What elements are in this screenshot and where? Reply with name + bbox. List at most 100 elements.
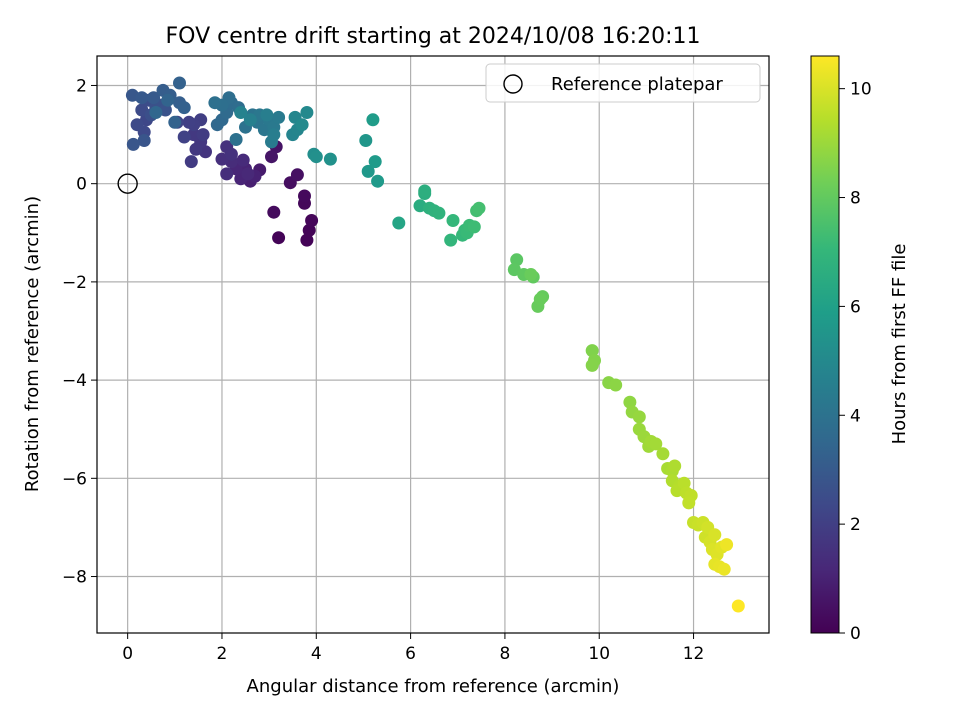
x-tick-label: 0 bbox=[122, 644, 133, 664]
legend-box bbox=[485, 63, 761, 103]
data-point bbox=[130, 118, 144, 132]
x-axis-label: Angular distance from reference (arcmin) bbox=[247, 676, 620, 697]
data-point bbox=[196, 128, 210, 142]
data-point bbox=[298, 189, 311, 203]
data-point bbox=[229, 133, 243, 146]
data-point bbox=[234, 106, 248, 119]
y-tick-label: −8 bbox=[62, 568, 87, 588]
data-point bbox=[184, 155, 198, 169]
y-axis-label: Rotation from reference (arcmin) bbox=[22, 196, 43, 492]
data-point bbox=[649, 437, 663, 451]
data-point bbox=[359, 134, 373, 147]
data-points bbox=[125, 76, 745, 613]
data-point bbox=[224, 147, 238, 161]
data-point bbox=[632, 410, 646, 424]
x-tick-label: 10 bbox=[588, 644, 610, 664]
colorbar-gradient bbox=[810, 55, 840, 634]
data-point bbox=[533, 292, 547, 306]
data-point bbox=[272, 110, 286, 124]
data-point bbox=[189, 142, 203, 156]
data-point bbox=[682, 496, 696, 510]
data-point bbox=[135, 91, 149, 105]
data-point bbox=[241, 167, 255, 181]
data-point bbox=[467, 220, 481, 234]
y-tick-label: 2 bbox=[76, 76, 87, 96]
data-point bbox=[524, 268, 538, 281]
data-point bbox=[371, 174, 385, 188]
data-point bbox=[290, 168, 304, 182]
data-point bbox=[300, 233, 314, 247]
y-tick-label: 0 bbox=[76, 175, 87, 195]
data-point bbox=[137, 134, 151, 147]
data-point bbox=[585, 358, 599, 372]
colorbar-tick-label: 6 bbox=[850, 297, 861, 317]
data-point bbox=[208, 96, 222, 110]
colorbar-tick-label: 10 bbox=[850, 80, 872, 100]
y-axis-ticks: 2 0 −2 −4 −6 −8 bbox=[62, 76, 97, 588]
data-point bbox=[260, 108, 274, 122]
data-point bbox=[161, 93, 175, 107]
x-tick-label: 12 bbox=[683, 644, 705, 664]
data-point bbox=[323, 152, 337, 166]
data-point bbox=[243, 113, 257, 127]
data-point bbox=[149, 106, 163, 119]
colorbar-label: Hours from first FF file bbox=[889, 244, 910, 445]
y-tick-label: −4 bbox=[62, 371, 87, 391]
data-point bbox=[267, 205, 281, 219]
data-point bbox=[472, 201, 486, 215]
colorbar: 0 2 4 6 8 10 Hours from first FF file bbox=[810, 55, 910, 644]
data-point bbox=[366, 113, 380, 127]
data-point bbox=[368, 155, 382, 169]
data-point bbox=[177, 130, 191, 144]
reference-marker-layer bbox=[117, 173, 138, 194]
data-point bbox=[173, 76, 186, 90]
x-tick-label: 6 bbox=[405, 644, 416, 664]
y-tick-label: −6 bbox=[62, 469, 87, 489]
data-point bbox=[265, 150, 278, 164]
data-point bbox=[510, 253, 524, 267]
data-point bbox=[220, 167, 234, 181]
colorbar-tick-label: 4 bbox=[850, 406, 861, 426]
data-point bbox=[446, 214, 460, 227]
data-point bbox=[302, 223, 316, 237]
data-point bbox=[168, 115, 182, 129]
data-point bbox=[432, 206, 446, 220]
legend-marker-icon bbox=[503, 74, 523, 94]
data-point bbox=[623, 395, 637, 409]
data-point bbox=[305, 214, 319, 227]
data-point bbox=[677, 476, 691, 490]
x-tick-label: 4 bbox=[311, 644, 322, 664]
data-point bbox=[267, 128, 281, 142]
x-axis-ticks: 0 2 4 6 8 10 12 bbox=[122, 633, 704, 664]
x-tick-label: 2 bbox=[217, 644, 228, 664]
data-point bbox=[609, 378, 623, 392]
chart-title: FOV centre drift starting at 2024/10/08 … bbox=[166, 24, 701, 49]
data-point bbox=[361, 164, 375, 178]
data-point bbox=[147, 91, 161, 105]
data-point bbox=[708, 528, 722, 542]
x-tick-label: 8 bbox=[500, 644, 511, 664]
data-point bbox=[272, 231, 286, 245]
data-point bbox=[418, 184, 432, 198]
plot-frame bbox=[96, 55, 770, 634]
legend: Reference platepar bbox=[485, 63, 761, 103]
colorbar-tick-label: 2 bbox=[850, 515, 861, 535]
data-point bbox=[585, 344, 599, 358]
reference-platepar-marker bbox=[117, 173, 138, 194]
data-point bbox=[720, 538, 734, 552]
legend-label: Reference platepar bbox=[551, 74, 723, 95]
colorbar-ticks: 0 2 4 6 8 10 bbox=[839, 80, 872, 644]
data-point bbox=[392, 216, 406, 230]
y-tick-label: −2 bbox=[62, 273, 87, 293]
data-point bbox=[236, 153, 250, 167]
data-point bbox=[731, 599, 745, 613]
data-point bbox=[182, 115, 196, 129]
data-point bbox=[717, 562, 731, 576]
colorbar-tick-label: 0 bbox=[850, 624, 861, 644]
colorbar-tick-label: 8 bbox=[850, 189, 861, 209]
data-point bbox=[126, 137, 140, 151]
data-point bbox=[668, 459, 682, 473]
data-point bbox=[295, 118, 309, 132]
data-point bbox=[300, 106, 314, 119]
